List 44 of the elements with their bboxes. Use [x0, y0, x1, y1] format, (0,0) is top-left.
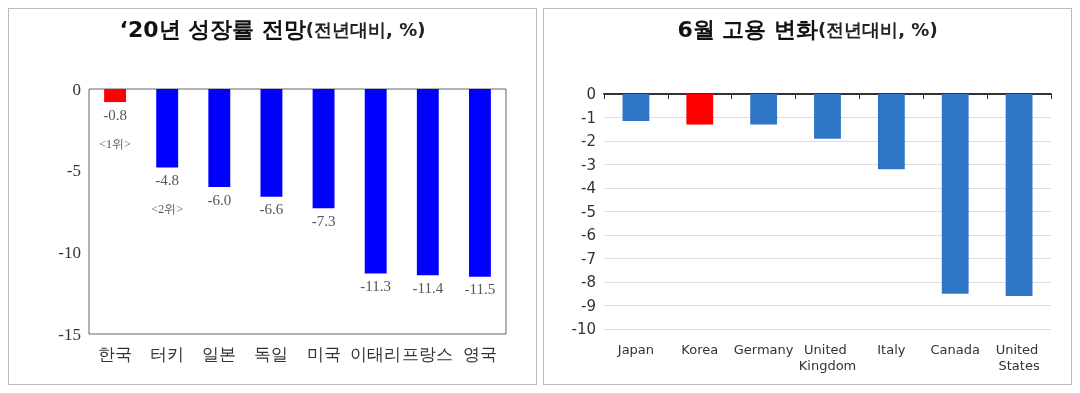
- data-label: -6.0: [207, 191, 232, 208]
- x-tick-label: United Kingdom: [798, 341, 857, 373]
- y-tick-label: -5: [66, 161, 81, 181]
- x-tick-label: Germany: [733, 341, 794, 357]
- y-tick-label: -8: [581, 273, 596, 291]
- data-label: -4.8: [155, 171, 180, 188]
- data-label: -11.4: [412, 279, 444, 296]
- y-tick-label: -5: [581, 202, 596, 221]
- x-tick-label: 독일: [254, 344, 289, 364]
- chart-subtitle: (전년대비, %): [305, 18, 426, 40]
- x-tick-label: 미국: [306, 344, 341, 364]
- chart-title: 6월 고용 변화: [677, 16, 819, 42]
- y-tick-label: -3: [581, 155, 596, 174]
- x-tick-label: Canada: [930, 341, 980, 357]
- y-tick-label: -9: [581, 296, 596, 315]
- data-label: -11.5: [464, 281, 496, 298]
- x-tick-label: 이태리: [350, 344, 402, 364]
- y-tick-label: -15: [58, 324, 81, 344]
- x-tick-label: 일본: [202, 344, 237, 364]
- x-tick-label: United States: [995, 341, 1043, 373]
- data-label: -6.6: [259, 201, 284, 218]
- chart-subtitle: (전년대비, %): [818, 18, 938, 40]
- x-tick-label: 터키: [150, 344, 185, 364]
- data-label: -7.3: [311, 212, 336, 229]
- x-tick-label: 한국: [98, 344, 133, 364]
- x-tick-label: Italy: [877, 341, 906, 357]
- y-tick-label: 0: [72, 79, 81, 99]
- y-tick-label: 0: [586, 85, 596, 103]
- x-tick-label: 영국: [462, 344, 497, 364]
- y-tick-label: -7: [581, 249, 596, 268]
- y-tick-label: -10: [571, 320, 596, 338]
- data-label: -11.3: [360, 278, 392, 295]
- y-tick-label: -1: [581, 108, 596, 127]
- x-tick-label: Korea: [681, 341, 719, 357]
- y-tick-label: -2: [581, 132, 596, 150]
- y-tick-label: -6: [581, 226, 596, 244]
- data-label: -0.8: [103, 106, 127, 123]
- y-tick-label: -10: [58, 242, 81, 262]
- annotation: <2위>: [151, 202, 184, 217]
- x-tick-label: Japan: [616, 341, 655, 357]
- x-tick-label: 프랑스: [402, 344, 454, 364]
- annotation: <1위>: [99, 137, 132, 152]
- y-tick-label: -4: [581, 179, 596, 197]
- chart-title: ‘20년 성장률 전망: [119, 16, 306, 42]
